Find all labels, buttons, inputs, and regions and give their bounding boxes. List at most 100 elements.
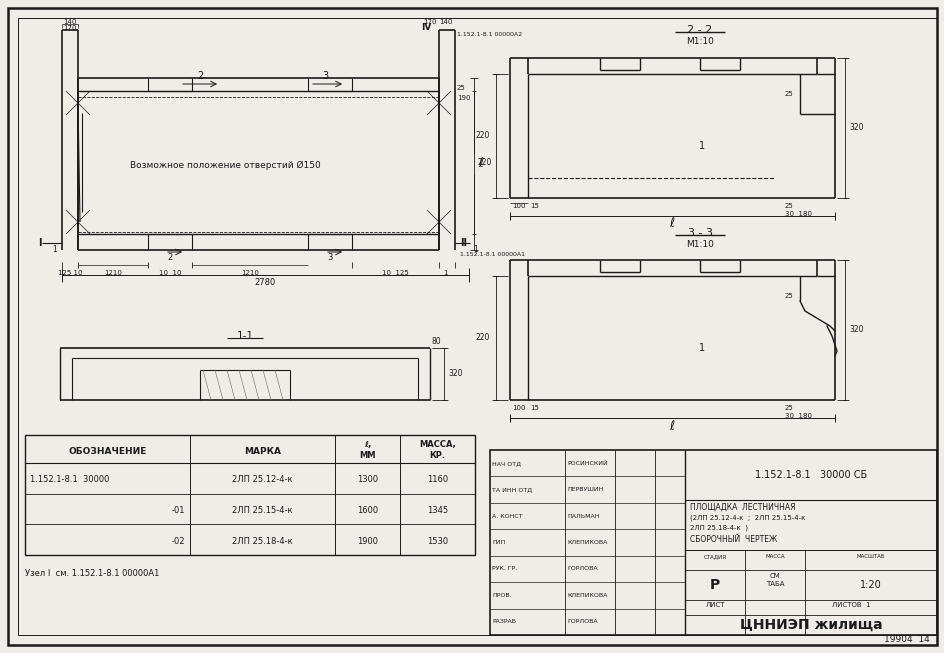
- Text: 140: 140: [63, 19, 76, 25]
- Text: 25: 25: [784, 293, 793, 299]
- Text: 1.152.1-8.1 00000А1: 1.152.1-8.1 00000А1: [460, 253, 525, 257]
- Text: 2ЛП 25.12-4-к: 2ЛП 25.12-4-к: [232, 475, 293, 485]
- Text: 1: 1: [699, 141, 704, 151]
- Text: НАЧ ОТД: НАЧ ОТД: [492, 461, 520, 466]
- Text: СМ
ТАБА: СМ ТАБА: [765, 573, 784, 586]
- Text: РАЗРАБ: РАЗРАБ: [492, 619, 515, 624]
- Text: 25: 25: [784, 91, 793, 97]
- Text: 190: 190: [457, 95, 470, 101]
- Text: 1.152.1-8.1 00000А2: 1.152.1-8.1 00000А2: [457, 33, 522, 37]
- Text: 2: 2: [196, 71, 203, 81]
- Text: I: I: [38, 238, 42, 248]
- Text: 1.152.1-8.1   30000 СБ: 1.152.1-8.1 30000 СБ: [754, 470, 867, 480]
- Text: 80: 80: [431, 338, 441, 347]
- Text: 140: 140: [439, 19, 452, 25]
- Text: ТА ИНН ОТД: ТА ИНН ОТД: [492, 487, 531, 492]
- Text: ГОРЛОВА: ГОРЛОВА: [566, 619, 597, 624]
- Text: 2780: 2780: [255, 278, 276, 287]
- Text: 2 - 2: 2 - 2: [686, 25, 712, 35]
- Text: 1210: 1210: [104, 270, 122, 276]
- Text: ℓ,: ℓ,: [363, 441, 371, 449]
- Text: 1900: 1900: [357, 537, 378, 546]
- Text: 220: 220: [475, 131, 490, 140]
- Text: ℓ: ℓ: [478, 157, 482, 170]
- Text: Р: Р: [709, 578, 719, 592]
- Text: 1: 1: [699, 343, 704, 353]
- Text: 2ЛП 25.15-4-к: 2ЛП 25.15-4-к: [232, 506, 293, 515]
- Text: 1: 1: [473, 246, 478, 255]
- Text: -01: -01: [171, 506, 185, 515]
- Text: ЛИСТ: ЛИСТ: [704, 602, 724, 608]
- Text: 1600: 1600: [357, 506, 378, 515]
- Text: 2ЛП 25.18-4-к  ): 2ЛП 25.18-4-к ): [689, 525, 748, 532]
- Bar: [25, 435, 475, 555]
- Text: РОСИНСКИЙ: РОСИНСКИЙ: [566, 461, 607, 466]
- Text: 25: 25: [784, 405, 793, 411]
- Text: 220: 220: [478, 158, 492, 167]
- Text: -02: -02: [171, 537, 185, 546]
- Text: 1: 1: [52, 246, 57, 255]
- Text: 3: 3: [327, 253, 332, 263]
- Text: ПАЛЬМАН: ПАЛЬМАН: [566, 513, 598, 518]
- Text: ПЕРВУШИН: ПЕРВУШИН: [566, 487, 602, 492]
- Text: 1:20: 1:20: [859, 580, 881, 590]
- Text: Узел I  см. 1.152.1-8.1 00000А1: Узел I см. 1.152.1-8.1 00000А1: [25, 569, 160, 577]
- Text: ℓ: ℓ: [668, 217, 674, 231]
- Text: КР.: КР.: [429, 451, 445, 460]
- Text: М1:10: М1:10: [685, 37, 713, 46]
- Text: ℓ: ℓ: [668, 419, 674, 432]
- Text: 100: 100: [512, 405, 525, 411]
- Text: МАССА,: МАССА,: [419, 441, 455, 449]
- Text: 1-1: 1-1: [236, 331, 253, 341]
- Text: 15: 15: [530, 405, 538, 411]
- Text: СТАДИЯ: СТАДИЯ: [702, 554, 726, 560]
- Text: ПРОВ.: ПРОВ.: [492, 593, 511, 598]
- Text: РУК. ГР.: РУК. ГР.: [492, 566, 516, 571]
- Bar: [490, 450, 936, 635]
- Text: КЛЕПИКОВА: КЛЕПИКОВА: [566, 540, 607, 545]
- Text: 1300: 1300: [357, 475, 378, 485]
- Text: ЦННИЭП жилища: ЦННИЭП жилища: [739, 618, 882, 632]
- Text: ГИП: ГИП: [492, 540, 505, 545]
- Text: II: II: [460, 238, 466, 248]
- Text: ОБОЗНАЧЕНИЕ: ОБОЗНАЧЕНИЕ: [68, 447, 146, 456]
- Text: 1.152.1-8.1  30000: 1.152.1-8.1 30000: [30, 475, 110, 485]
- Text: МАСШТАБ: МАСШТАБ: [856, 554, 885, 560]
- Text: 10  125: 10 125: [381, 270, 409, 276]
- Text: СБОРОЧНЫЙ  ЧЕРТЕЖ: СБОРОЧНЫЙ ЧЕРТЕЖ: [689, 535, 776, 543]
- Text: 3: 3: [322, 71, 328, 81]
- Text: М1:10: М1:10: [685, 240, 713, 249]
- Text: 25: 25: [784, 203, 793, 209]
- Text: (2ЛП 25.12-4-к  ;  2ЛП 25.15-4-к: (2ЛП 25.12-4-к ; 2ЛП 25.15-4-к: [689, 515, 804, 521]
- Text: 100: 100: [512, 203, 525, 209]
- Text: 1530: 1530: [427, 537, 447, 546]
- Text: IV: IV: [420, 24, 430, 33]
- Text: 19904  14: 19904 14: [884, 635, 929, 645]
- Text: 170: 170: [423, 19, 436, 25]
- Text: 1: 1: [443, 270, 447, 276]
- Text: 1210: 1210: [241, 270, 259, 276]
- Text: 220: 220: [475, 334, 490, 343]
- Text: 30  180: 30 180: [784, 413, 811, 419]
- Text: 320: 320: [447, 370, 462, 379]
- Text: А. КОНСТ: А. КОНСТ: [492, 513, 522, 518]
- Text: 2: 2: [167, 253, 173, 263]
- Text: ПЛОЩАДКА  ЛЕСТНИЧНАЯ: ПЛОЩАДКА ЛЕСТНИЧНАЯ: [689, 503, 795, 511]
- Text: 1345: 1345: [427, 506, 447, 515]
- Text: 15: 15: [530, 203, 538, 209]
- Text: ГОРЛОВА: ГОРЛОВА: [566, 566, 597, 571]
- Text: 320: 320: [848, 123, 863, 133]
- Text: 125 10: 125 10: [58, 270, 82, 276]
- Text: 1160: 1160: [427, 475, 447, 485]
- Text: 170: 170: [63, 25, 76, 31]
- Text: 2ЛП 25.18-4-к: 2ЛП 25.18-4-к: [232, 537, 293, 546]
- Text: МM: МM: [359, 451, 376, 460]
- Text: 320: 320: [848, 325, 863, 334]
- Text: 10  10: 10 10: [159, 270, 181, 276]
- Text: Возможное положение отверстий Ø150: Возможное положение отверстий Ø150: [130, 161, 320, 170]
- Text: ЛИСТОВ  1: ЛИСТОВ 1: [831, 602, 869, 608]
- Text: 30  180: 30 180: [784, 211, 811, 217]
- Text: 25: 25: [457, 85, 465, 91]
- Text: МАРКА: МАРКА: [244, 447, 280, 456]
- Text: 3 - 3: 3 - 3: [687, 228, 712, 238]
